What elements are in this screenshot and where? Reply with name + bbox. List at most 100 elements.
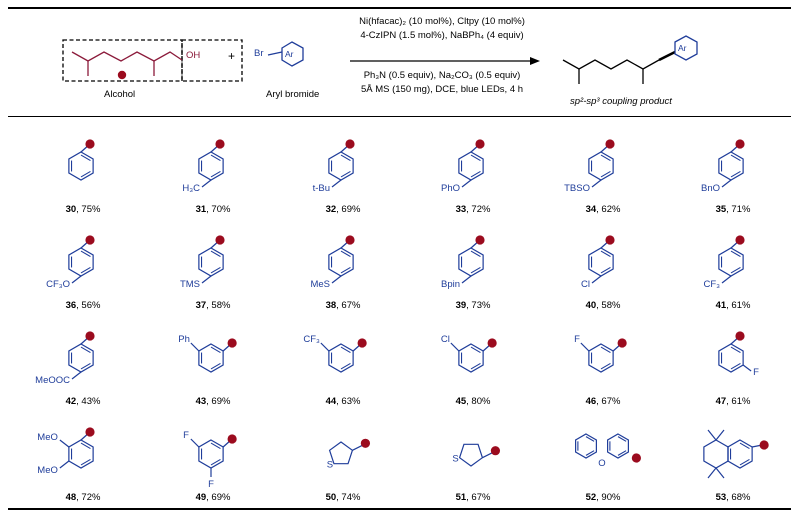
compound-number: 53 <box>715 492 727 503</box>
structure: TBSO <box>564 139 615 194</box>
benzene-ring <box>198 343 224 373</box>
yield-value: , 69% <box>336 204 361 215</box>
bond <box>461 275 472 284</box>
double-bond <box>730 170 741 178</box>
product-cell: 53, 68% <box>668 412 798 508</box>
arrow-head <box>530 57 540 65</box>
double-bond <box>340 362 351 370</box>
structure: H₃C <box>182 139 225 194</box>
structure: CF₃O <box>46 235 95 290</box>
coupling-site-dot <box>357 338 367 348</box>
bond <box>742 364 752 372</box>
compound-number: 46 <box>585 396 597 407</box>
compound-number: 47 <box>715 396 727 407</box>
product-cell: BnO 35, 71% <box>668 124 798 220</box>
yield-value: , 58% <box>596 300 621 311</box>
yield-value: , 75% <box>76 204 101 215</box>
compound-number: 37 <box>195 300 207 311</box>
yield-value: , 69% <box>206 396 231 407</box>
thiophene-ring <box>328 441 354 465</box>
double-bond <box>80 442 91 450</box>
coupling-site-dot <box>345 235 355 245</box>
condition-line-1: Ni(hfacac)₂ (10 mol%), Cltpy (10 mol%) <box>359 16 525 27</box>
benzene-ring <box>198 247 224 277</box>
substituent-label: Ph <box>178 334 190 345</box>
structure: t-Bu <box>313 139 355 194</box>
product-caption: 46, 67% <box>538 396 668 407</box>
benzene-ring <box>727 439 753 469</box>
coupling-site-dot <box>85 139 95 149</box>
benzene-ring <box>458 343 484 373</box>
bond <box>721 179 732 188</box>
compound-number: 44 <box>325 396 337 407</box>
bond <box>71 275 82 284</box>
coupling-site-dot <box>605 139 615 149</box>
product-caption: 52, 90% <box>538 492 668 503</box>
coupling-site-dot <box>735 235 745 245</box>
coupling-site-dot <box>605 235 615 245</box>
benzene-ring <box>458 247 484 277</box>
substituent-label: MeO <box>37 465 58 476</box>
double-bond <box>730 154 741 162</box>
product-cell: t-Bu 32, 69% <box>278 124 408 220</box>
compound-number: 35 <box>715 204 727 215</box>
product-cell: F 46, 67% <box>538 316 668 412</box>
product-caption: 47, 61% <box>668 396 798 407</box>
coupling-site-dot <box>759 440 769 450</box>
double-bond <box>617 436 627 442</box>
alcohol-dashed-box <box>62 39 183 82</box>
structure: FF <box>183 430 237 490</box>
yield-value: , 69% <box>206 492 231 503</box>
product-cell: Cl 40, 58% <box>538 220 668 316</box>
top-rule <box>8 7 791 9</box>
product-chain <box>562 59 660 70</box>
double-bond <box>600 250 611 258</box>
yield-value: , 73% <box>466 300 491 311</box>
structure: CF₃ <box>703 235 745 290</box>
scheme-rule <box>8 116 791 117</box>
benzene-ring <box>68 247 94 277</box>
alcohol-dot <box>117 70 127 80</box>
reaction-scheme <box>62 35 698 84</box>
product-cell: Bpin 39, 73% <box>408 220 538 316</box>
compound-number: 30 <box>65 204 77 215</box>
coupling-site-dot <box>85 331 95 341</box>
double-bond <box>730 266 741 274</box>
product-cell: Cl 45, 80% <box>408 316 538 412</box>
double-bond <box>470 170 481 178</box>
yield-value: , 74% <box>336 492 361 503</box>
structure: S <box>327 438 371 471</box>
product-cell: F 47, 61% <box>668 316 798 412</box>
double-bond <box>80 458 91 466</box>
double-bond <box>739 442 750 450</box>
double-bond <box>340 170 351 178</box>
product-cell: H₃C 31, 70% <box>148 124 278 220</box>
double-bond <box>730 362 741 370</box>
structure: Cl <box>581 235 615 290</box>
product-caption: 51, 67% <box>408 492 538 503</box>
structure: PhO <box>441 139 485 194</box>
product-cell: MeOOC 42, 43% <box>18 316 148 412</box>
compound-number: 33 <box>455 204 467 215</box>
substituent-label: BnO <box>701 183 720 194</box>
aryl-bromide-bond <box>267 51 283 56</box>
product-cell: TMS 37, 58% <box>148 220 278 316</box>
compound-number: 39 <box>455 300 467 311</box>
structure: MeO MeO <box>37 427 95 476</box>
product-caption: 40, 58% <box>538 300 668 311</box>
double-bond <box>600 154 611 162</box>
yield-value: , 58% <box>206 300 231 311</box>
benzene-ring <box>198 439 224 469</box>
benzene-ring <box>328 247 354 277</box>
benzene-ring <box>588 151 614 181</box>
coupling-site-dot <box>475 235 485 245</box>
product-caption: 45, 80% <box>408 396 538 407</box>
bond <box>715 429 725 441</box>
alcohol-chain <box>71 51 183 62</box>
product-caption: 36, 56% <box>18 300 148 311</box>
yield-value: , 56% <box>76 300 101 311</box>
benzene-ring <box>607 433 629 459</box>
bond <box>201 179 212 188</box>
product-caption: 35, 71% <box>668 204 798 215</box>
compound-number: 51 <box>455 492 467 503</box>
